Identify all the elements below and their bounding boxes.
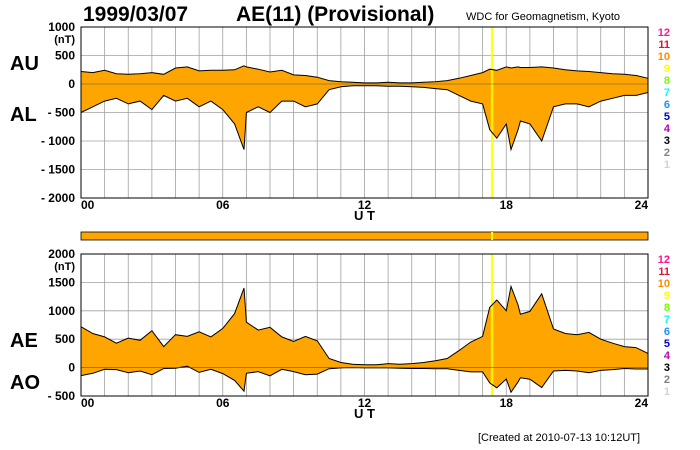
- upper-series-label-al: AL: [10, 104, 37, 126]
- lower-xtick-label: 12: [358, 396, 372, 410]
- upper-station-scale-label: 10: [658, 51, 670, 63]
- upper-station-scale-label: 1: [664, 159, 670, 171]
- upper-xtick-label: 12: [358, 198, 372, 212]
- upper-ytick-label: - 500: [48, 106, 76, 120]
- lower-xtick-label: 00: [81, 396, 95, 410]
- lower-area-band: [81, 286, 648, 393]
- lower-ytick-label: 1500: [48, 275, 75, 289]
- upper-station-scale-label: 11: [658, 39, 670, 51]
- lower-xtick-label: 24: [635, 396, 649, 410]
- lower-ytick-label: 1000: [48, 304, 75, 318]
- lower-station-scale-label: 10: [658, 278, 670, 290]
- upper-ytick-label: 0: [68, 77, 75, 91]
- upper-area-band: [81, 65, 648, 150]
- index-title: AE(11) (Provisional): [236, 3, 435, 26]
- lower-ytick-label: - 500: [48, 389, 76, 403]
- upper-station-scale-label: 9: [664, 63, 670, 75]
- upper-xtick-label: 00: [81, 198, 95, 212]
- lower-series-line-ae: [80, 284, 649, 366]
- upper-xtick-label: 24: [635, 198, 649, 212]
- upper-ytick-label: 1000: [48, 20, 75, 34]
- upper-xaxis-label: U T: [354, 208, 375, 223]
- lower-plot-frame: [80, 253, 649, 397]
- date-label: 1999/03/07: [83, 3, 189, 26]
- lower-station-scale-label: 3: [664, 362, 670, 374]
- upper-plot-frame: [80, 26, 649, 199]
- upper-unit-label: (nT): [54, 34, 75, 46]
- upper-xtick-label: 06: [216, 198, 230, 212]
- lower-station-scale-label: 11: [658, 266, 670, 278]
- lower-station-scale-label: 7: [664, 314, 670, 326]
- upper-series-line-au: [80, 65, 649, 84]
- lower-ytick-label: 2000: [48, 247, 75, 261]
- upper-xtick-label: 18: [500, 198, 514, 212]
- upper-ytick-label: - 2000: [41, 191, 75, 205]
- created-timestamp: [Created at 2010-07-13 10:12UT]: [478, 432, 641, 444]
- data-coverage-bar: [80, 231, 649, 241]
- lower-ytick-label: 500: [55, 332, 75, 346]
- upper-station-scale-label: 2: [664, 147, 670, 159]
- upper-station-scale-label: 4: [664, 123, 671, 135]
- lower-ytick-label: 0: [68, 361, 75, 375]
- upper-station-scale-label: 7: [664, 87, 670, 99]
- lower-station-scale-label: 12: [658, 254, 670, 266]
- upper-station-scale-label: 3: [664, 135, 670, 147]
- upper-station-scale-label: 5: [664, 111, 670, 123]
- upper-station-scale-label: 12: [658, 27, 670, 39]
- lower-series-label-ae: AE: [10, 330, 38, 352]
- upper-series-line-al: [80, 85, 649, 152]
- upper-station-scale-label: 6: [664, 99, 670, 111]
- upper-series-label-au: AU: [10, 53, 39, 75]
- lower-station-scale-label: 9: [664, 290, 670, 302]
- upper-ytick-label: - 1500: [41, 163, 75, 177]
- lower-station-scale-label: 2: [664, 374, 670, 386]
- source-label: WDC for Geomagnetism, Kyoto: [466, 11, 621, 23]
- upper-station-scale-label: 8: [664, 75, 670, 87]
- lower-station-scale-label: 8: [664, 302, 670, 314]
- lower-station-scale-label: 5: [664, 338, 670, 350]
- lower-xtick-label: 06: [216, 396, 230, 410]
- upper-ytick-label: - 1000: [41, 134, 75, 148]
- lower-station-scale-label: 6: [664, 326, 670, 338]
- upper-ytick-label: 500: [55, 49, 75, 63]
- lower-series-label-ao: AO: [10, 372, 40, 394]
- lower-station-scale-label: 1: [664, 386, 670, 398]
- lower-xaxis-label: U T: [354, 406, 375, 421]
- lower-xtick-label: 18: [500, 396, 514, 410]
- lower-unit-label: (nT): [54, 261, 75, 273]
- lower-station-scale-label: 4: [664, 350, 671, 362]
